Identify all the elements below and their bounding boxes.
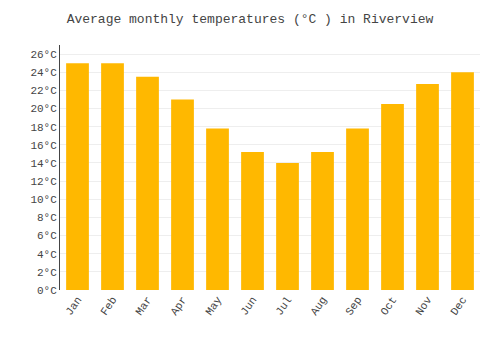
svg-text:Jan: Jan — [63, 294, 84, 317]
svg-text:18°C: 18°C — [30, 122, 57, 134]
svg-text:May: May — [203, 294, 224, 317]
svg-text:Nov: Nov — [413, 294, 434, 317]
svg-text:6°C: 6°C — [37, 230, 57, 242]
svg-text:0°C: 0°C — [37, 285, 57, 297]
svg-text:26°C: 26°C — [30, 49, 57, 61]
svg-text:24°C: 24°C — [30, 67, 57, 79]
svg-text:Apr: Apr — [168, 294, 189, 317]
svg-text:Dec: Dec — [448, 294, 469, 317]
svg-text:Average monthly temperatures (: Average monthly temperatures (°C ) in Ri… — [67, 12, 434, 27]
svg-text:16°C: 16°C — [30, 140, 57, 152]
svg-text:14°C: 14°C — [30, 158, 57, 170]
svg-text:2°C: 2°C — [37, 267, 57, 279]
svg-text:20°C: 20°C — [30, 103, 57, 115]
svg-text:12°C: 12°C — [30, 176, 57, 188]
svg-text:10°C: 10°C — [30, 194, 57, 206]
svg-text:4°C: 4°C — [37, 249, 57, 261]
svg-text:Oct: Oct — [378, 294, 399, 317]
svg-text:22°C: 22°C — [30, 85, 57, 97]
svg-text:Mar: Mar — [133, 294, 154, 317]
svg-text:Jul: Jul — [273, 294, 294, 317]
svg-text:Feb: Feb — [98, 294, 119, 317]
svg-text:Sep: Sep — [343, 294, 364, 317]
svg-text:Jun: Jun — [238, 294, 259, 317]
svg-text:8°C: 8°C — [37, 212, 57, 224]
svg-text:Aug: Aug — [308, 294, 329, 317]
